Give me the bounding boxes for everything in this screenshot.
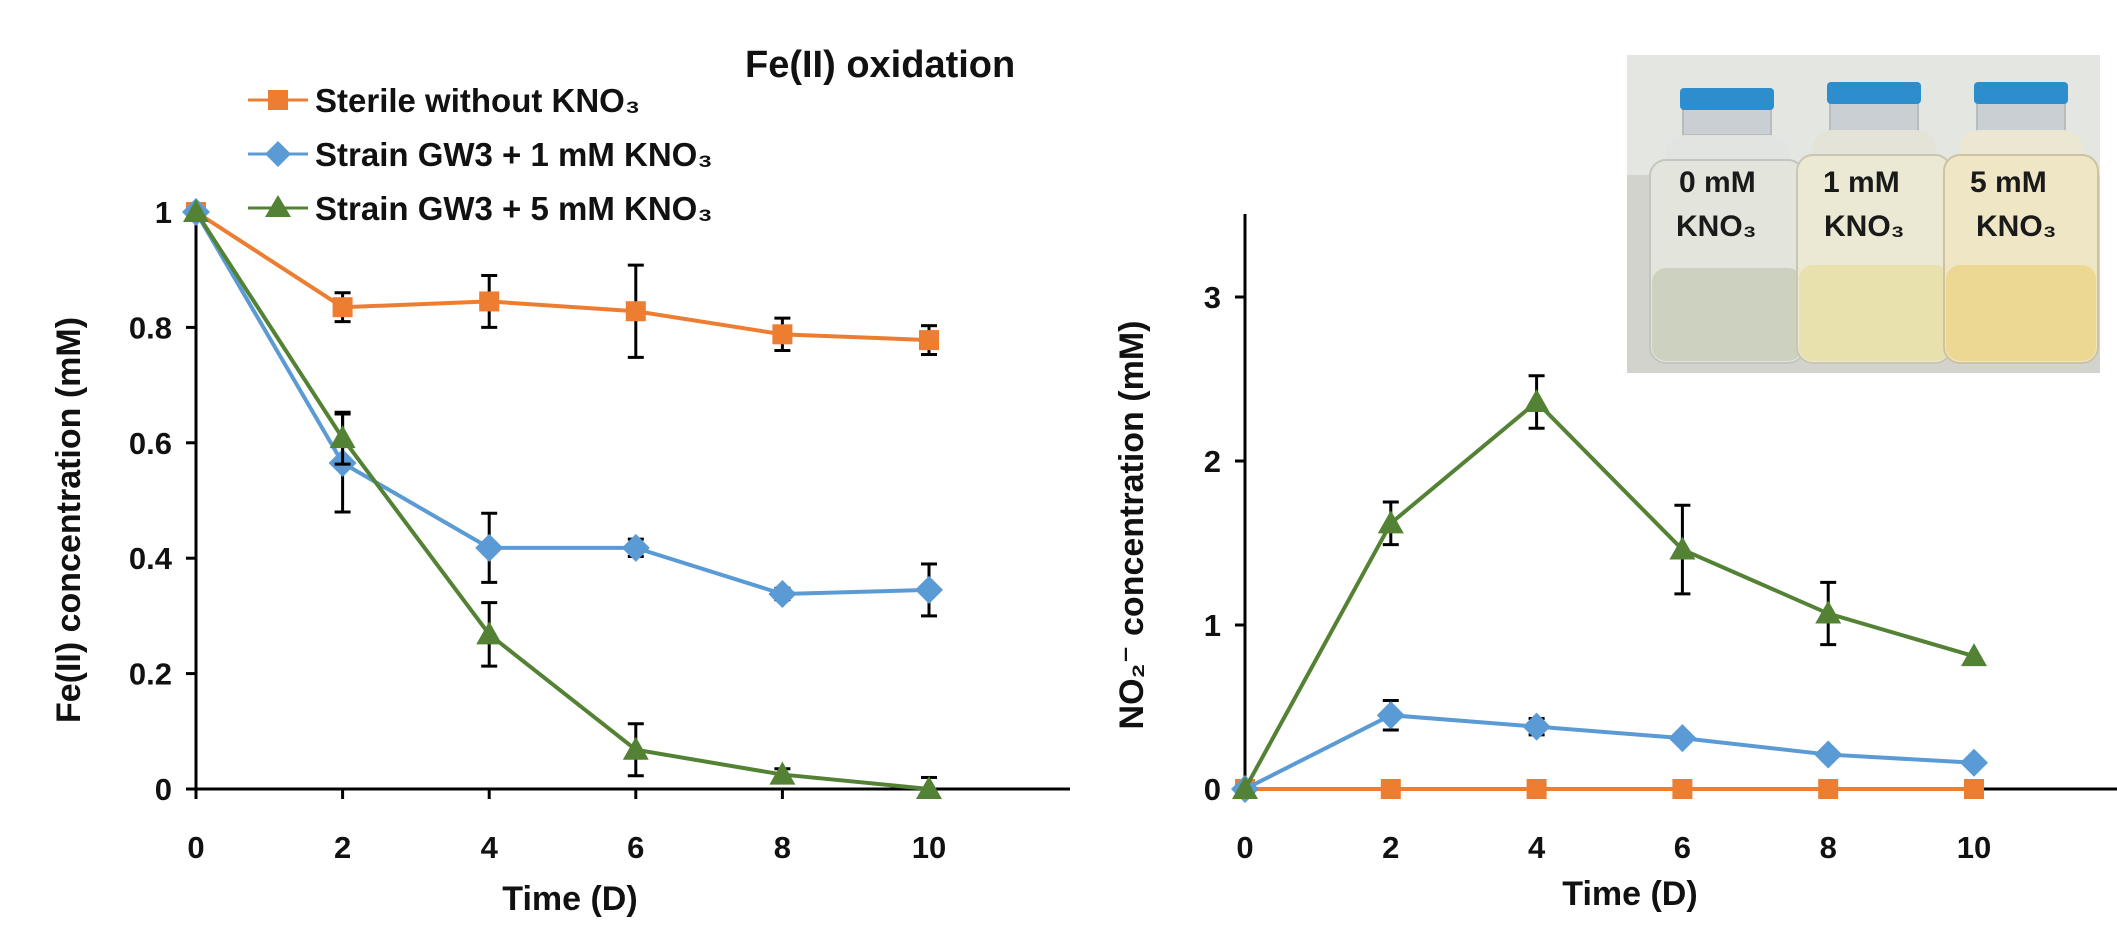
- x-tick-label: 2: [1382, 830, 1399, 865]
- data-point: [1376, 701, 1405, 730]
- data-point: [1818, 779, 1839, 799]
- data-point: [621, 533, 650, 562]
- series-line: [194, 210, 930, 791]
- y-tick-label: 1: [155, 195, 172, 230]
- data-point: [1672, 779, 1693, 799]
- y-tick-label: 2: [1204, 444, 1221, 479]
- series-strain-gw3-1-mm-kno: [182, 198, 943, 618]
- legend-entry-gw3-5mm: Strain GW3 + 5 mM KNO₃: [248, 190, 713, 227]
- bottle-1mm: [1796, 82, 1952, 364]
- bottle-5mm: [1943, 82, 2099, 364]
- data-point: [475, 533, 504, 562]
- data-point: [479, 291, 500, 312]
- data-point: [1377, 510, 1404, 534]
- x-tick-label: 10: [912, 830, 946, 865]
- y-tick-label: 1: [1204, 608, 1221, 643]
- data-point: [622, 736, 649, 760]
- series-strain-gw3-5-mm-kno: [1232, 374, 1987, 799]
- series-strain-gw3-5-mm-kno: [183, 199, 942, 799]
- x-tick-label: 4: [481, 830, 499, 865]
- data-point: [183, 199, 209, 222]
- x-tick-label: 0: [187, 830, 204, 865]
- x-axis-label: Time (D): [1562, 875, 1697, 913]
- x-tick-label: 6: [1674, 830, 1691, 865]
- legend-marker-triangle: [265, 195, 291, 217]
- y-axis-label: NO₂⁻ concentration (mM): [1113, 321, 1151, 730]
- series-line: [1244, 713, 1975, 791]
- data-point: [1964, 779, 1984, 799]
- y-tick-label: 0.6: [129, 426, 172, 461]
- y-tick-label: 0.2: [129, 657, 172, 692]
- y-axis-label: Fe(II) concentration (mM): [50, 317, 88, 723]
- data-point: [1814, 740, 1843, 769]
- data-point: [769, 761, 796, 785]
- chart-nitrite: 0 1 2 3 0 2 4 6 8 10 Time (D) NO₂⁻ concentration (m…: [1113, 214, 2117, 913]
- series-line: [194, 210, 930, 596]
- data-point: [1815, 600, 1842, 624]
- data-point: [768, 579, 797, 608]
- data-point: [1522, 712, 1551, 741]
- x-tick-label: 0: [1236, 830, 1253, 865]
- data-point: [625, 301, 646, 322]
- data-point: [332, 297, 353, 318]
- legend-marker-square: [268, 90, 288, 110]
- data-point: [1668, 724, 1697, 753]
- legend-entry-gw3-1mm: Strain GW3 + 1 mM KNO₃: [248, 136, 713, 173]
- y-tick-label: 0.4: [129, 541, 173, 576]
- legend-label-gw3-5mm: Strain GW3 + 5 mM KNO₃: [315, 190, 713, 227]
- y-tick-label: 0.8: [129, 310, 172, 345]
- y-tick-label: 3: [1204, 280, 1221, 315]
- legend-label-gw3-1mm: Strain GW3 + 1 mM KNO₃: [315, 136, 713, 173]
- series-strain-gw3-1-mm-kno: [1231, 698, 1988, 803]
- photo-label-0-top: 0 mM: [1679, 166, 1756, 199]
- x-tick-label: 10: [1957, 830, 1991, 865]
- x-tick-label: 4: [1528, 830, 1546, 865]
- photo-label-1-top: 1 mM: [1823, 166, 1900, 199]
- data-point: [1380, 779, 1401, 799]
- data-point: [772, 324, 793, 345]
- figure-title: Fe(II) oxidation: [745, 44, 1015, 86]
- series-line: [194, 210, 930, 343]
- x-tick-label: 8: [774, 830, 791, 865]
- data-point: [476, 621, 503, 645]
- photo-label-2-bottom: KNO₃: [1976, 210, 2057, 243]
- data-point: [916, 776, 942, 799]
- data-point: [1669, 536, 1696, 560]
- data-point: [1526, 779, 1547, 799]
- data-point: [915, 575, 943, 604]
- data-point: [329, 425, 356, 449]
- photo-label-2-top: 5 mM: [1970, 166, 2047, 199]
- series-line: [1243, 399, 1975, 790]
- data-point: [1960, 748, 1988, 777]
- series-sterile-without-kno: [186, 202, 939, 359]
- bottle-photo: 0 mM KNO₃ 1 mM KNO₃ 5 mM KNO₃: [1627, 55, 2100, 373]
- data-point: [1961, 643, 1987, 667]
- legend-label-sterile: Sterile without KNO₃: [315, 82, 640, 119]
- y-tick-label: 0: [155, 772, 172, 807]
- y-tick-label: 0: [1204, 772, 1221, 807]
- data-point: [919, 330, 939, 351]
- series-sterile-without-kno: [1235, 779, 1984, 799]
- legend: Sterile without KNO₃ Strain GW3 + 1 mM K…: [248, 82, 713, 227]
- legend-entry-sterile: Sterile without KNO₃: [248, 82, 640, 119]
- photo-label-0-bottom: KNO₃: [1676, 210, 1757, 243]
- legend-marker-diamond: [265, 141, 291, 167]
- data-point: [1523, 388, 1550, 412]
- x-tick-label: 2: [334, 830, 351, 865]
- x-tick-label: 6: [627, 830, 644, 865]
- photo-label-1-bottom: KNO₃: [1824, 210, 1905, 243]
- bottle-0mm: [1649, 88, 1805, 364]
- x-tick-label: 8: [1820, 830, 1837, 865]
- data-point: [1232, 776, 1258, 799]
- x-axis-label: Time (D): [502, 880, 637, 918]
